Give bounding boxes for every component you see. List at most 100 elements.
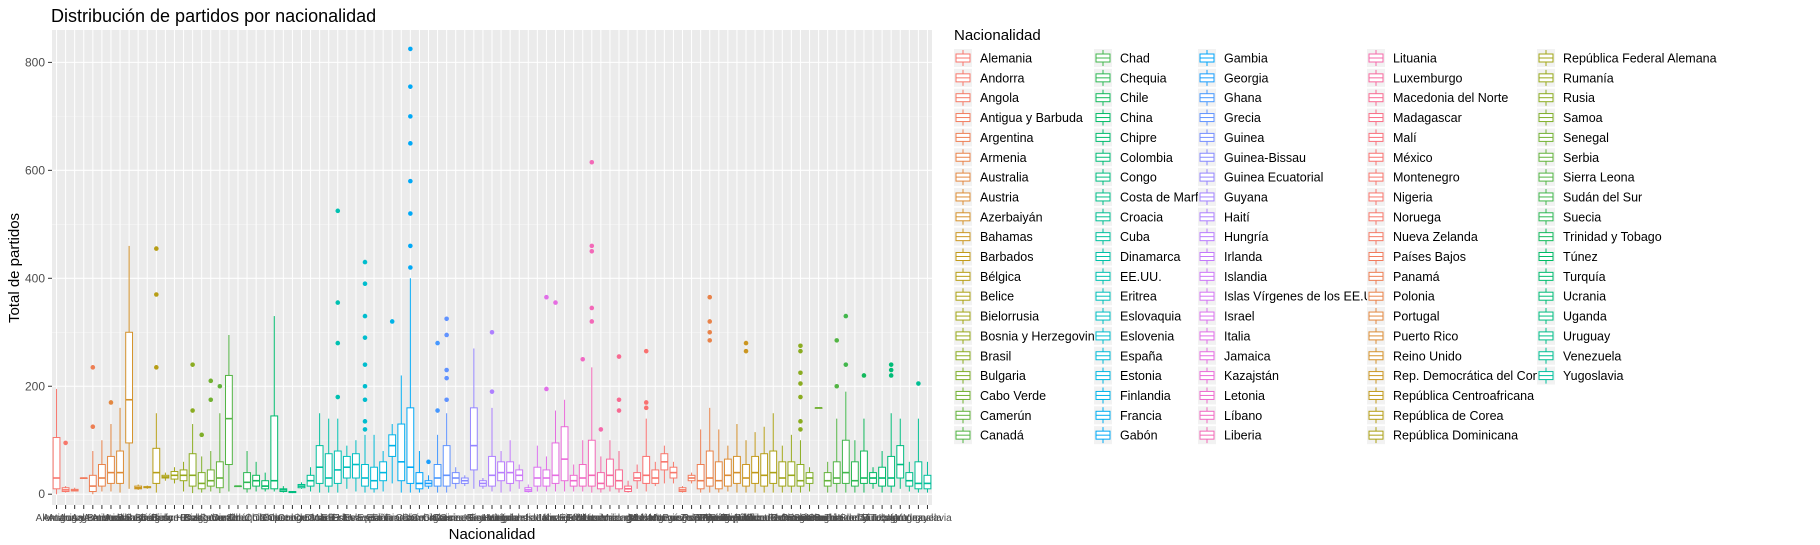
outlier-point bbox=[489, 329, 495, 335]
x-tick-label: Líbano bbox=[567, 513, 598, 524]
boxplots bbox=[52, 46, 932, 495]
legend-item: Líbano bbox=[1198, 406, 1262, 425]
x-tick-label: Costa de Marfil bbox=[268, 513, 335, 524]
x-tick-label: Nueva Zelanda bbox=[649, 513, 717, 524]
box bbox=[107, 455, 115, 484]
legend-label: Congo bbox=[1120, 171, 1157, 185]
outlier-point bbox=[408, 243, 413, 249]
outlier-point bbox=[707, 329, 713, 335]
outlier-point bbox=[435, 408, 440, 413]
outlier-point bbox=[408, 265, 413, 270]
legend-item: España bbox=[1094, 346, 1162, 365]
legend-label: Liberia bbox=[1224, 429, 1262, 443]
boxplot bbox=[397, 375, 406, 493]
legend-item: Islandia bbox=[1198, 267, 1267, 286]
outlier-point bbox=[362, 362, 368, 367]
boxplot bbox=[79, 477, 88, 480]
box bbox=[215, 461, 224, 489]
boxplot bbox=[88, 365, 97, 495]
box bbox=[587, 439, 596, 487]
legend-label: Chile bbox=[1120, 91, 1149, 105]
legend-label: Cuba bbox=[1120, 230, 1150, 244]
legend-label: Alemania bbox=[980, 52, 1032, 66]
outlier-point bbox=[408, 114, 413, 119]
boxplot bbox=[497, 451, 505, 493]
legend-label: Andorra bbox=[980, 71, 1025, 85]
legend-label: Australia bbox=[980, 171, 1029, 185]
x-tick-label: Trinidad y Tobago bbox=[824, 513, 903, 524]
box bbox=[152, 447, 161, 484]
boxplot bbox=[769, 413, 778, 493]
outlier-point bbox=[798, 343, 803, 349]
legend-label: Guinea-Bissau bbox=[1224, 151, 1306, 165]
legend-label: Colombia bbox=[1120, 151, 1173, 165]
legend-item: Estonia bbox=[1094, 366, 1162, 385]
legend-item: Armenia bbox=[954, 148, 1027, 167]
x-tick-label: Nigeria bbox=[649, 513, 681, 524]
legend-item: Puerto Rico bbox=[1367, 326, 1458, 345]
boxplot bbox=[787, 434, 796, 493]
legend-item: Cabo Verde bbox=[954, 386, 1046, 405]
boxplot bbox=[714, 429, 723, 493]
box bbox=[742, 464, 750, 487]
x-tick-label: Colombia bbox=[262, 513, 305, 524]
legend-item: Barbados bbox=[954, 247, 1034, 266]
outlier-point bbox=[335, 300, 341, 305]
x-tick-label: Guyana bbox=[465, 513, 500, 524]
legend-label: Madagascar bbox=[1393, 111, 1462, 125]
outlier-point bbox=[362, 419, 368, 424]
boxplot bbox=[642, 348, 651, 492]
box bbox=[850, 461, 859, 487]
legend-label: Hungría bbox=[1224, 230, 1269, 244]
boxplot bbox=[243, 451, 251, 493]
legend-item: Serbia bbox=[1537, 148, 1599, 167]
legend-label: Haití bbox=[1224, 210, 1250, 224]
legend-item: Samoa bbox=[1537, 108, 1603, 127]
outlier-point bbox=[154, 292, 159, 297]
outlier-point bbox=[199, 432, 204, 438]
legend-item: Chequia bbox=[1094, 68, 1167, 87]
boxplot bbox=[860, 373, 868, 493]
outlier-point bbox=[444, 332, 449, 338]
outlier-point bbox=[362, 259, 368, 265]
outlier-point bbox=[362, 281, 368, 286]
x-tick-label: Cabo Verde bbox=[184, 513, 237, 524]
legend-label: Puerto Rico bbox=[1393, 329, 1458, 343]
boxplot bbox=[578, 356, 587, 492]
legend-item: Kazajstán bbox=[1198, 366, 1279, 385]
legend-item: Chipre bbox=[1094, 128, 1157, 147]
legend-item: Ucrania bbox=[1537, 287, 1606, 306]
legend-item: Polonia bbox=[1367, 287, 1435, 306]
legend-label: República Centroafricana bbox=[1393, 389, 1534, 403]
box bbox=[578, 464, 587, 487]
x-tick-label: Azerbaiyán bbox=[104, 513, 154, 524]
x-tick-label: Ucrania bbox=[874, 513, 909, 524]
x-tick-label: Kazajstán bbox=[543, 513, 587, 524]
legend-item: Irlanda bbox=[1198, 247, 1262, 266]
legend-item: Países Bajos bbox=[1367, 247, 1466, 266]
legend-item: Cuba bbox=[1094, 227, 1150, 246]
outlier-point bbox=[63, 440, 68, 446]
legend-item: República Federal Alemana bbox=[1537, 49, 1717, 67]
outlier-point bbox=[217, 383, 223, 389]
box bbox=[488, 455, 496, 487]
legend-item: Georgia bbox=[1198, 68, 1269, 87]
legend-label: Malí bbox=[1393, 131, 1417, 145]
x-tick-label: Bielorrusia bbox=[151, 513, 199, 524]
boxplot bbox=[288, 490, 297, 494]
boxplot bbox=[161, 472, 170, 481]
legend-item: Guinea Ecuatorial bbox=[1198, 168, 1323, 187]
legend-label: España bbox=[1120, 349, 1162, 363]
outlier-point bbox=[335, 340, 341, 346]
outlier-point bbox=[589, 249, 595, 254]
box bbox=[714, 461, 723, 490]
box bbox=[551, 442, 560, 484]
legend-label: Bielorrusia bbox=[980, 310, 1039, 324]
legend-label: Bosnia y Herzegovina bbox=[980, 329, 1102, 343]
legend-item: Rumanía bbox=[1537, 68, 1614, 87]
legend-label: Letonia bbox=[1224, 389, 1265, 403]
legend-item: Yugoslavia bbox=[1537, 366, 1624, 385]
x-tick-label: Eslovenia bbox=[343, 513, 387, 524]
outlier-point bbox=[834, 383, 840, 389]
legend-label: Sudán del Sur bbox=[1563, 190, 1642, 204]
